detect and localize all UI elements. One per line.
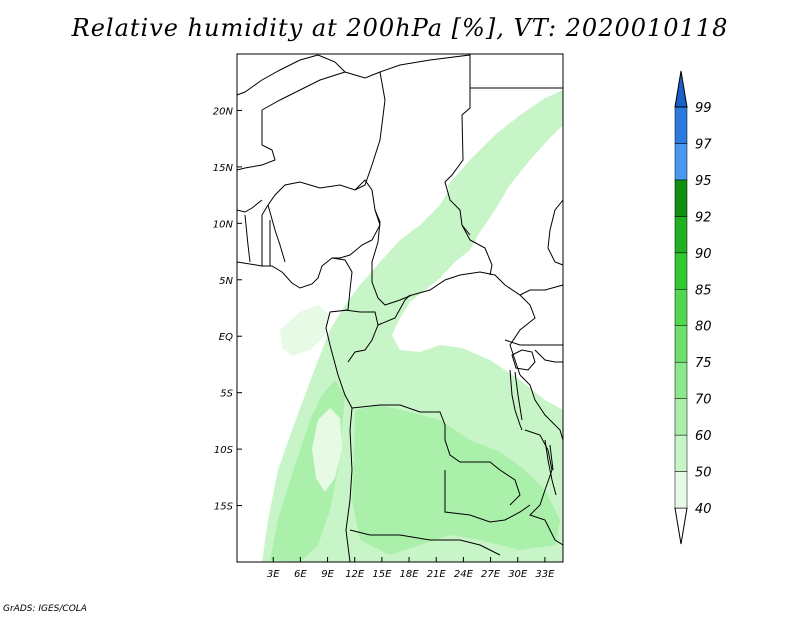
y-tick-label: 15N [213,163,234,174]
humidity-region-north [448,92,563,210]
colorbar-label: 75 [695,356,712,371]
border-sahara-north [236,54,319,171]
border-ghana-togo [236,199,271,266]
x-tick-label: 33E [535,569,555,580]
colorbar-segment [674,216,688,254]
border-angola-zambia [349,470,531,556]
colorbar-lower-arrow [674,507,688,545]
border-northeast [470,87,564,266]
colorbar-label: 40 [695,502,712,517]
colorbar-segment [674,471,688,509]
y-tick-label: 5N [219,276,233,287]
border-nigeria [267,179,381,263]
colorbar-label: 80 [695,320,712,335]
x-tick-label: 21E [427,569,447,580]
humidity-region-west-gulf [280,305,330,356]
coastline-west-africa [236,257,353,563]
map-title: Relative humidity at 200hPa [%], VT: 202… [71,14,729,42]
colorbar-label: 90 [695,247,712,262]
y-axis-ticks: 20N 15N 10N 5N EQ 5S 10S 15S [213,106,242,513]
border-car-sudan [461,224,536,376]
x-tick-label: 9E [321,569,334,580]
colorbar-segment [674,434,688,472]
colorbar-label: 99 [695,101,712,116]
border-malawi-mozambique [524,429,564,546]
x-tick-label: 3E [267,569,280,580]
colorbar-segment [674,325,688,363]
y-tick-label: 10S [214,445,234,456]
colorbar-label: 85 [695,283,712,298]
colorbar-segment [674,361,688,399]
border-mali-niger [261,71,386,216]
colorbar-label: 70 [695,393,712,408]
x-tick-label: 15E [372,569,392,580]
colorbar-segment [674,106,688,144]
humidity-region-interior [352,405,560,555]
x-axis-ticks: 3E 6E 9E 12E 15E 18E 21E 24E 27E 30E 33E [267,557,555,580]
y-tick-label: 15S [214,502,234,513]
x-tick-label: 30E [508,569,528,580]
humidity-dry-pocket [312,408,342,492]
x-tick-label: 24E [454,569,474,580]
x-tick-label: 18E [400,569,420,580]
y-tick-label: 5S [220,389,233,400]
border-east-africa [504,339,564,441]
x-tick-label: 12E [345,569,365,580]
colorbar: 40 50 60 70 75 80 85 90 92 95 97 99 [674,70,712,545]
colorbar-segment [674,289,688,326]
border-congo-gabon [344,294,411,363]
colorbar-label: 60 [695,429,712,444]
x-tick-label: 6E [294,569,307,580]
map-frame [236,53,564,563]
lake-tanganyika [509,369,523,431]
colorbar-segment [674,398,688,436]
x-tick-label: 27E [481,569,501,580]
y-tick-label: 20N [213,106,234,117]
lake-victoria [511,349,536,371]
border-niger-chad [317,54,471,236]
colorbar-segment [674,143,688,181]
grads-credit: GrADS: IGES/COLA [3,604,87,614]
country-borders [236,54,564,563]
colorbar-upper-arrow [674,70,688,108]
colorbar-label: 92 [695,210,712,225]
border-drc [351,404,521,506]
colorbar-label: 50 [695,466,712,481]
colorbar-label: 95 [695,174,712,189]
humidity-shading [262,90,563,562]
lake-malawi [544,439,557,496]
colorbar-segment [674,252,688,290]
y-tick-label: EQ [219,332,233,343]
colorbar-segment [674,179,688,217]
colorbar-label: 97 [695,137,712,152]
y-tick-label: 10N [213,219,234,230]
